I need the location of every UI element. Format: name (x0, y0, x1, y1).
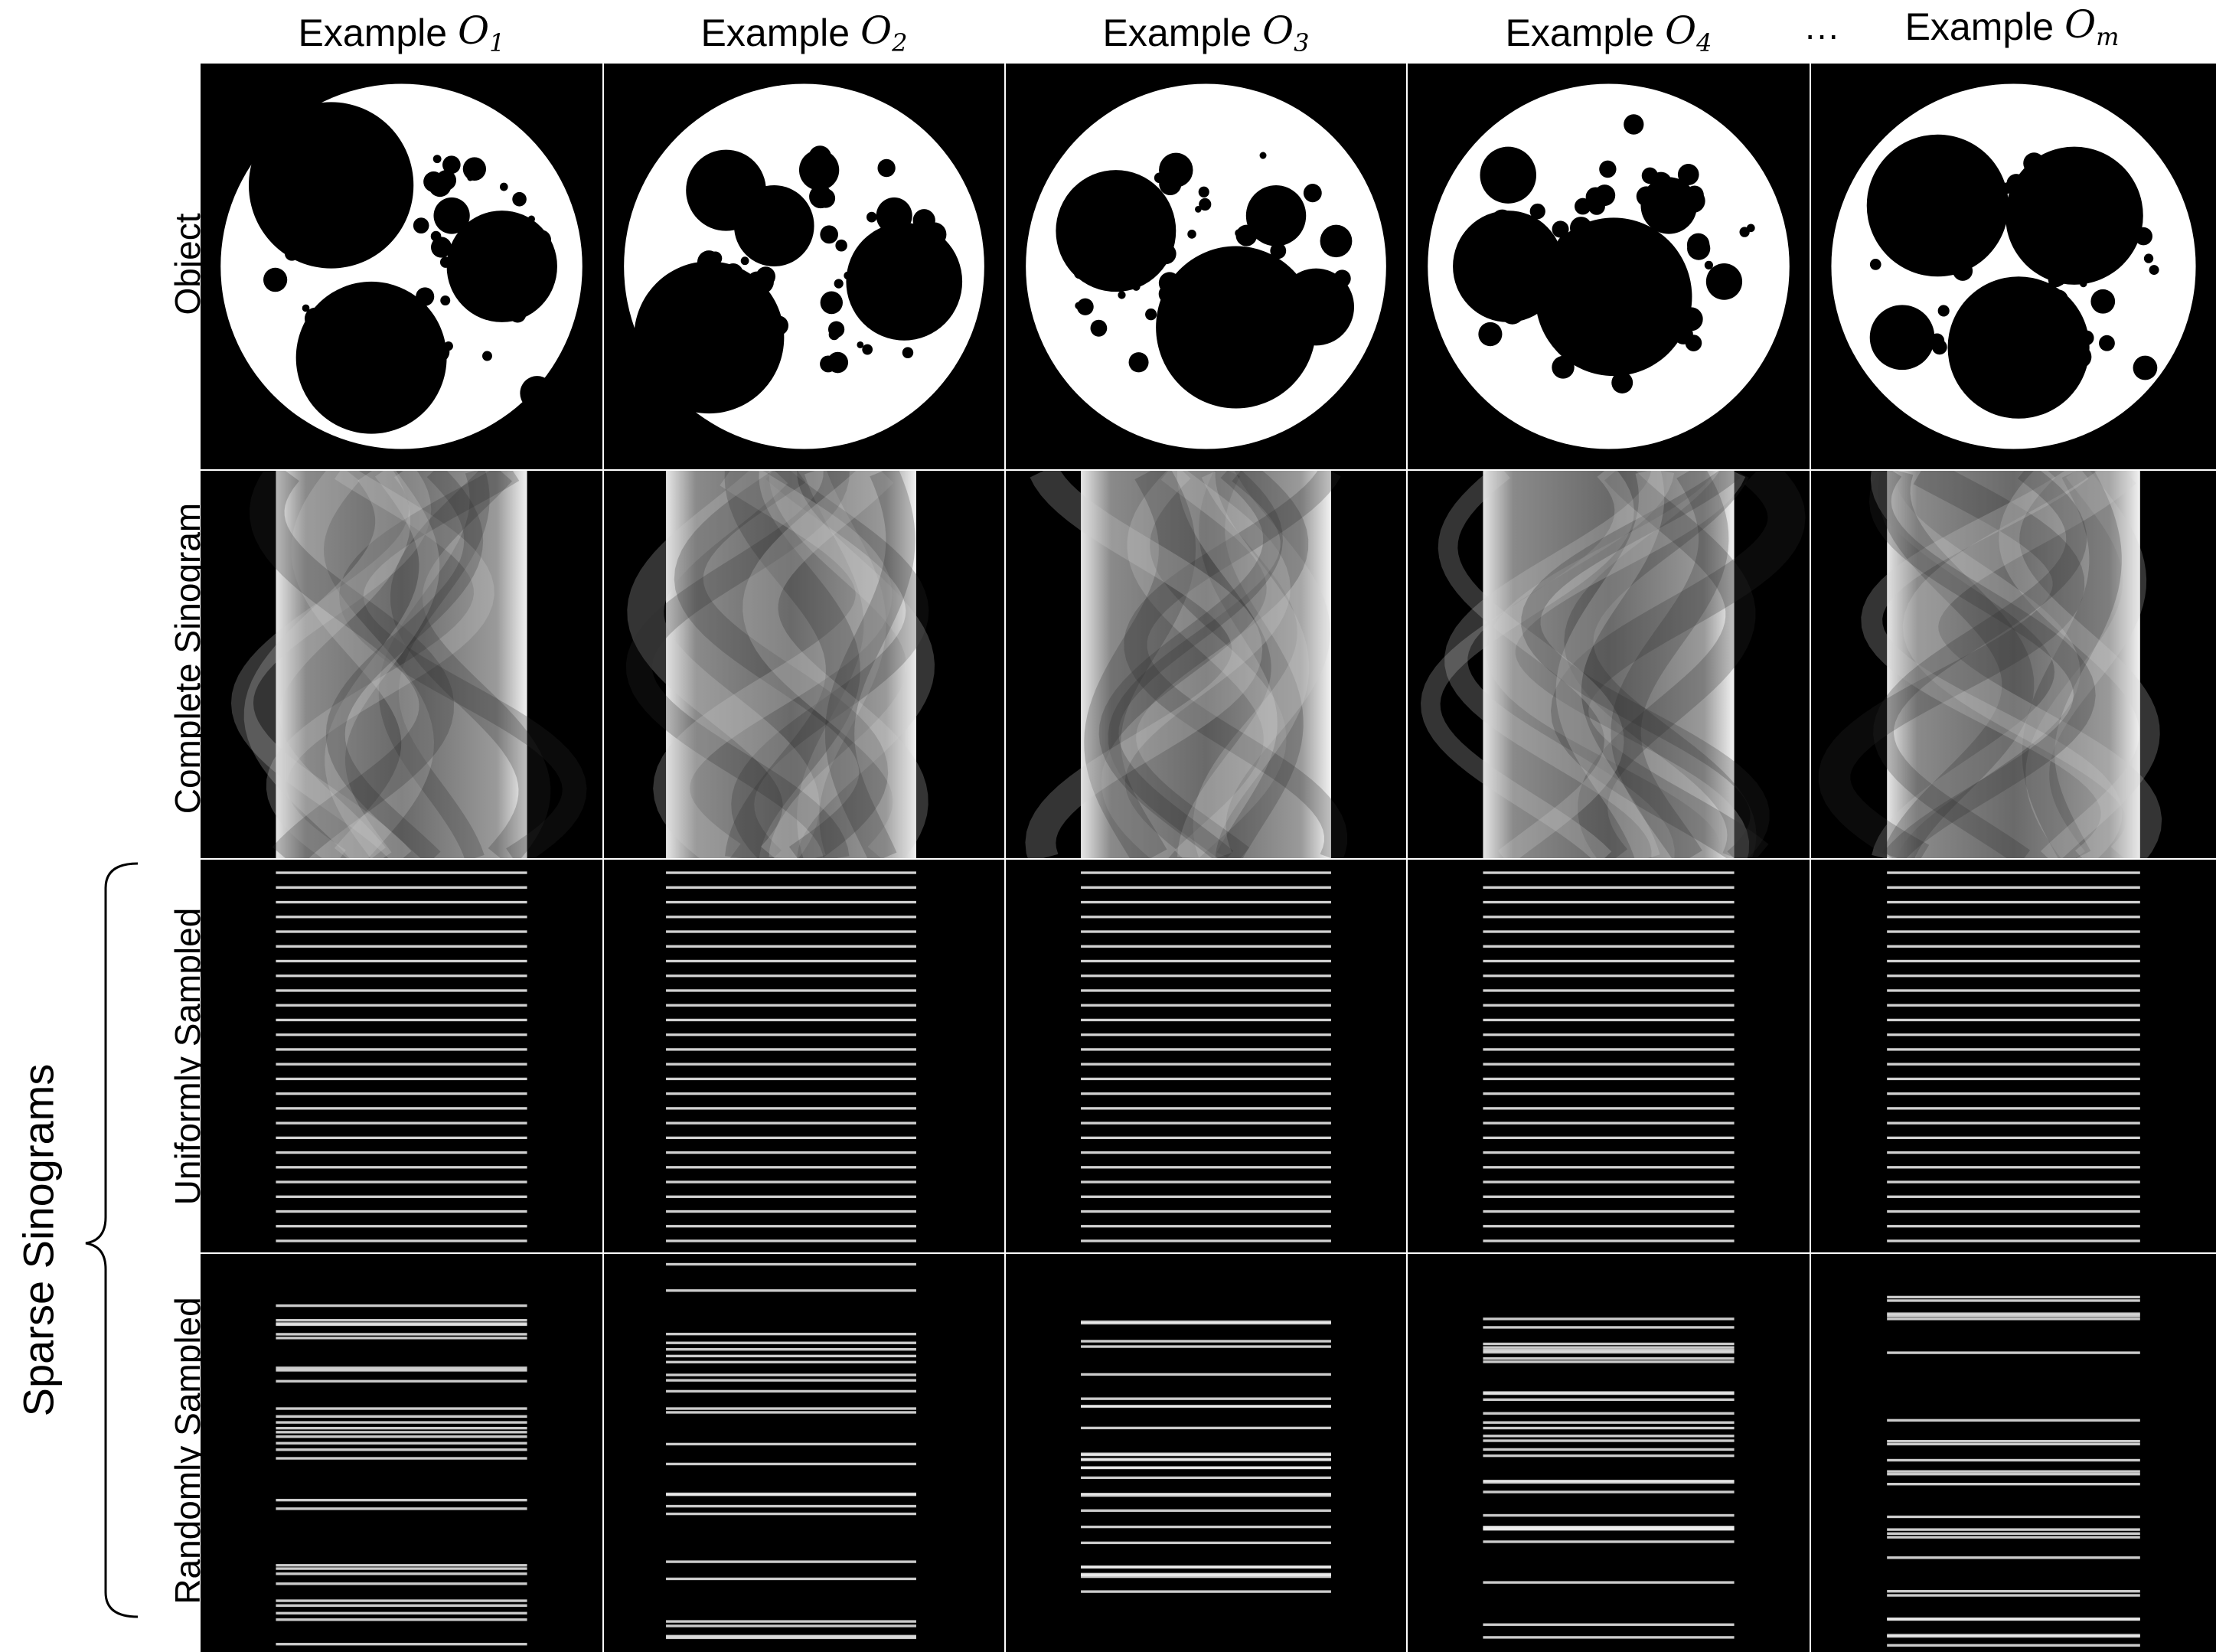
image-random-sparse (1408, 1254, 1810, 1652)
image-complete-sinogram (1811, 471, 2216, 858)
image-cell-complete-sinogram-2 (604, 471, 1004, 858)
image-object (201, 64, 602, 469)
image-cell-uniform-sparse-5 (1811, 860, 2216, 1252)
image-cell-random-sparse-1 (201, 1254, 602, 1652)
column-header-m: Example Om (1811, 0, 2213, 54)
image-random-sparse (1811, 1254, 2216, 1652)
image-uniform-sparse (1811, 860, 2216, 1252)
image-complete-sinogram (201, 471, 602, 858)
image-object (604, 64, 1004, 469)
image-random-sparse (604, 1254, 1004, 1652)
image-cell-uniform-sparse-3 (1006, 860, 1406, 1252)
image-random-sparse (1006, 1254, 1406, 1652)
image-cell-complete-sinogram-3 (1006, 471, 1406, 858)
column-header-symbol: O2 (860, 8, 908, 57)
image-random-sparse (201, 1254, 602, 1652)
column-header-prefix: Example (700, 11, 850, 54)
image-cell-complete-sinogram-1 (201, 471, 602, 858)
image-cell-object-4 (1408, 64, 1810, 469)
image-cell-random-sparse-4 (1408, 1254, 1810, 1652)
column-header-symbol: O3 (1262, 8, 1310, 57)
group-brace (85, 862, 139, 1618)
image-complete-sinogram (1006, 471, 1406, 858)
image-cell-complete-sinogram-4 (1408, 471, 1810, 858)
column-header-prefix: Example (1505, 11, 1655, 54)
column-header-prefix: Example (1904, 5, 2054, 48)
column-header-4: Example O4 (1408, 6, 1810, 60)
ellipsis: ··· (1804, 15, 1839, 54)
column-header-symbol: O1 (458, 8, 505, 57)
column-header-prefix: Example (1102, 11, 1252, 54)
column-header-3: Example O3 (1006, 6, 1406, 60)
image-uniform-sparse (1408, 860, 1810, 1252)
image-uniform-sparse (201, 860, 602, 1252)
column-header-2: Example O2 (604, 6, 1004, 60)
image-uniform-sparse (1006, 860, 1406, 1252)
image-cell-random-sparse-5 (1811, 1254, 2216, 1652)
image-cell-random-sparse-2 (604, 1254, 1004, 1652)
image-uniform-sparse (604, 860, 1004, 1252)
image-grid (201, 64, 2216, 1652)
image-cell-object-5 (1811, 64, 2216, 469)
column-header-symbol: Om (2064, 2, 2120, 51)
image-cell-object-1 (201, 64, 602, 469)
image-cell-random-sparse-3 (1006, 1254, 1406, 1652)
column-header-1: Example O1 (201, 6, 602, 60)
image-object (1408, 64, 1810, 469)
image-object (1006, 64, 1406, 469)
image-complete-sinogram (1408, 471, 1810, 858)
image-cell-uniform-sparse-4 (1408, 860, 1810, 1252)
column-header-prefix: Example (298, 11, 448, 54)
image-cell-uniform-sparse-2 (604, 860, 1004, 1252)
image-object (1811, 64, 2216, 469)
image-cell-complete-sinogram-5 (1811, 471, 2216, 858)
column-header-symbol: O4 (1665, 8, 1712, 57)
image-cell-uniform-sparse-1 (201, 860, 602, 1252)
image-cell-object-3 (1006, 64, 1406, 469)
image-cell-object-2 (604, 64, 1004, 469)
image-complete-sinogram (604, 471, 1004, 858)
